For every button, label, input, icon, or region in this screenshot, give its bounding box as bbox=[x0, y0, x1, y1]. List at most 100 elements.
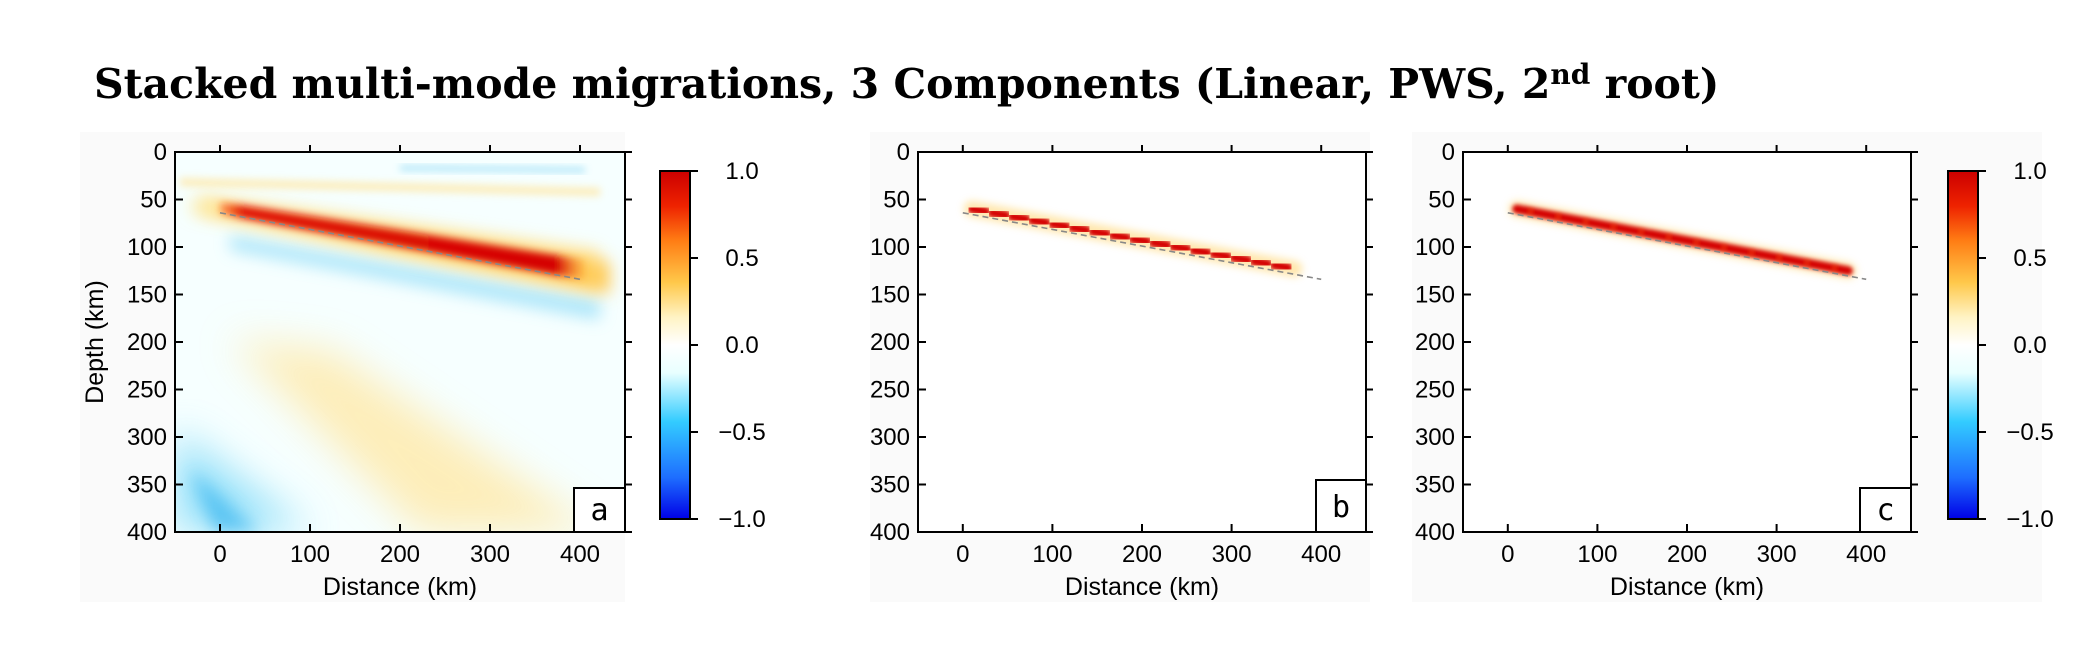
y-tick-label: 400 bbox=[870, 519, 910, 546]
band-texture bbox=[1776, 254, 1783, 261]
panel-b-label-box bbox=[1315, 479, 1367, 533]
colorbar-tick-label: 0.0 bbox=[2013, 332, 2046, 359]
x-tick-label: 400 bbox=[1846, 541, 1886, 568]
band-bead bbox=[1128, 234, 1152, 247]
colorbar-tick-label: 1.0 bbox=[725, 158, 758, 185]
colorbar-tick-label: 0.5 bbox=[725, 245, 758, 272]
y-tick-label: 50 bbox=[883, 187, 910, 214]
colorbar-tick-label: 1.0 bbox=[2013, 158, 2046, 185]
panel-a-ticks: 0 100 200 300 400 0 50 100 150 200 250 300 350 400 bbox=[127, 139, 632, 568]
y-tick-label: 250 bbox=[127, 377, 167, 404]
colorbar-tick-label: −1.0 bbox=[2006, 506, 2053, 533]
y-tick-label: 200 bbox=[127, 329, 167, 356]
band-bead bbox=[1007, 211, 1031, 224]
x-tick-label: 300 bbox=[1212, 541, 1252, 568]
y-tick-label: 150 bbox=[1415, 282, 1455, 309]
y-tick-label: 350 bbox=[870, 472, 910, 499]
panel-b-xlabel: Distance (km) bbox=[1065, 573, 1219, 601]
colorbar-right: 1.0 0.5 0.0 −0.5 −1.0 bbox=[1947, 158, 2054, 533]
band-bead bbox=[1189, 245, 1213, 258]
colorbar-tick-label: −1.0 bbox=[718, 506, 765, 533]
colorbar-left-scale bbox=[659, 170, 691, 520]
band-bead bbox=[1269, 260, 1293, 273]
y-tick-label: 400 bbox=[127, 519, 167, 546]
colorbar-right-ticks: 1.0 0.5 0.0 −0.5 −1.0 bbox=[1978, 158, 2054, 533]
panel-b: 0 100 200 300 400 0 50 100 150 200 250 300 350 400 Di… bbox=[870, 132, 1373, 602]
figure-title: Stacked multi-mode migrations, 3 Compone… bbox=[94, 58, 1719, 108]
band-bead bbox=[967, 204, 991, 217]
band-bead bbox=[1108, 230, 1132, 243]
band-texture bbox=[1638, 229, 1645, 236]
band-texture bbox=[1831, 265, 1838, 272]
reference-line-a bbox=[219, 212, 581, 281]
x-tick-label: 200 bbox=[380, 541, 420, 568]
panel-a-xlabel: Distance (km) bbox=[323, 573, 477, 601]
reference-line-c bbox=[1507, 212, 1867, 281]
x-tick-label: 0 bbox=[956, 541, 969, 568]
y-tick-label: 100 bbox=[127, 234, 167, 261]
y-tick-label: 300 bbox=[1415, 424, 1455, 451]
y-tick-label: 200 bbox=[1415, 329, 1455, 356]
band-texture bbox=[1610, 224, 1617, 231]
x-tick-label: 300 bbox=[1757, 541, 1797, 568]
band-bead bbox=[1047, 219, 1072, 232]
band-texture bbox=[1693, 239, 1700, 246]
y-tick-label: 150 bbox=[870, 282, 910, 309]
band-bead bbox=[1068, 223, 1092, 235]
colorbar-left-ticks: 1.0 0.5 0.0 −0.5 −1.0 bbox=[690, 158, 766, 533]
band-bead bbox=[1249, 256, 1273, 269]
colorbar-tick-label: 0.0 bbox=[725, 332, 758, 359]
panel-c-ticks: 0 100 200 300 400 0 50 100 150 200 250 300 350 400 bbox=[1415, 139, 1918, 568]
y-tick-label: 200 bbox=[870, 329, 910, 356]
panel-a-label-box bbox=[573, 487, 626, 533]
y-tick-label: 50 bbox=[1428, 187, 1455, 214]
y-tick-label: 300 bbox=[127, 424, 167, 451]
panel-c-label-box bbox=[1859, 487, 1912, 533]
panel-c-label: c bbox=[1876, 493, 1894, 528]
x-tick-label: 300 bbox=[470, 541, 510, 568]
band-texture bbox=[1582, 218, 1589, 225]
band-texture bbox=[1527, 208, 1534, 215]
band-texture bbox=[1555, 213, 1562, 220]
band-texture bbox=[1720, 244, 1727, 251]
y-tick-label: 50 bbox=[140, 187, 167, 214]
panel-a: 0 100 200 300 400 0 50 100 150 200 250 300 350 400 Di… bbox=[80, 132, 632, 602]
positive-band-deep bbox=[230, 340, 600, 532]
x-tick-label: 0 bbox=[1501, 541, 1514, 568]
colorbar-right-scale bbox=[1947, 170, 1979, 520]
band-bead bbox=[987, 208, 1011, 220]
negative-band-below bbox=[230, 235, 600, 320]
x-tick-label: 200 bbox=[1667, 541, 1707, 568]
positive-band-shallow bbox=[180, 178, 600, 196]
negative-streak-deep bbox=[190, 470, 260, 532]
panel-b-label: b bbox=[1332, 490, 1350, 525]
y-tick-label: 250 bbox=[1415, 377, 1455, 404]
panel-a-ylabel: Depth (km) bbox=[81, 280, 109, 404]
y-tick-label: 100 bbox=[870, 234, 910, 261]
y-tick-label: 0 bbox=[897, 139, 910, 166]
reference-line-b bbox=[962, 212, 1322, 281]
y-tick-label: 300 bbox=[870, 424, 910, 451]
band-core bbox=[1512, 204, 1853, 276]
band-bead bbox=[1027, 215, 1051, 228]
x-tick-label: 200 bbox=[1122, 541, 1162, 568]
negative-band-shallow bbox=[400, 166, 585, 172]
y-tick-label: 0 bbox=[1442, 139, 1455, 166]
band-texture bbox=[1748, 249, 1755, 256]
band-bead bbox=[1168, 241, 1192, 254]
x-tick-label: 0 bbox=[213, 541, 226, 568]
band-bead bbox=[1209, 249, 1233, 262]
colorbar-left: 1.0 0.5 0.0 −0.5 −1.0 bbox=[659, 158, 766, 533]
x-tick-label: 400 bbox=[560, 541, 600, 568]
y-tick-label: 400 bbox=[1415, 519, 1455, 546]
y-tick-label: 100 bbox=[1415, 234, 1455, 261]
y-tick-label: 150 bbox=[127, 282, 167, 309]
y-tick-label: 350 bbox=[127, 472, 167, 499]
x-tick-label: 400 bbox=[1301, 541, 1341, 568]
panel-b-band bbox=[963, 201, 1303, 277]
band-texture bbox=[1803, 260, 1810, 267]
panel-c: 0 100 200 300 400 0 50 100 150 200 250 300 350 400 Di… bbox=[1412, 132, 2042, 602]
band-bead bbox=[1229, 253, 1253, 265]
colorbar-tick-label: 0.5 bbox=[2013, 245, 2046, 272]
